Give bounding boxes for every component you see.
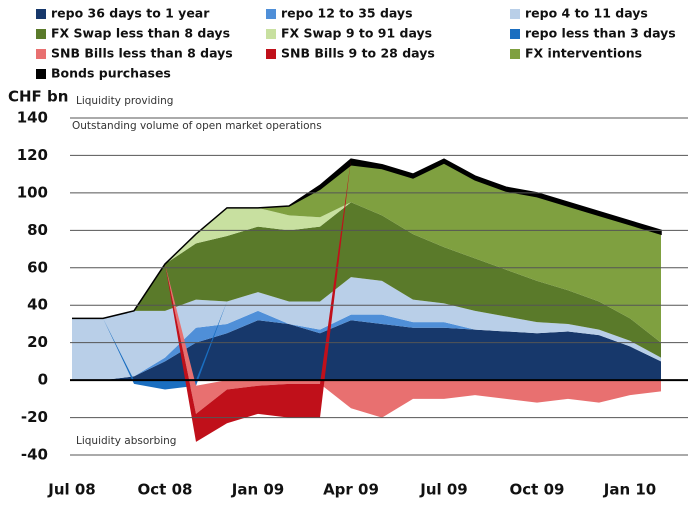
x-tick-label: Oct 09: [510, 481, 565, 499]
area: [72, 202, 661, 343]
x-tick-label: Jan 10: [603, 481, 656, 499]
area: [72, 310, 661, 381]
legend-label: repo 4 to 11 days: [525, 6, 648, 21]
x-tick-label: Jul 09: [419, 481, 468, 499]
legend-swatch: [266, 29, 276, 39]
y-tick-label: 100: [17, 183, 48, 201]
area: [72, 277, 661, 381]
area: [72, 202, 661, 358]
legend-label: FX Swap less than 8 days: [51, 26, 230, 41]
legend-label: FX interventions: [525, 46, 642, 61]
y-tick-label: 140: [17, 108, 48, 126]
area: [72, 162, 661, 343]
y-tick-label: -40: [21, 446, 48, 464]
legend-swatch: [266, 9, 276, 19]
x-tick-label: Jan 09: [231, 481, 284, 499]
y-tick-label: 40: [27, 296, 48, 314]
y-axis-label: CHF bn: [8, 88, 68, 106]
x-tick-label: Oct 08: [138, 481, 193, 499]
areas: [72, 158, 662, 442]
legend-label: SNB Bills 9 to 28 days: [281, 46, 435, 61]
y-tick-label: 80: [27, 221, 48, 239]
annotation: Liquidity providing: [76, 95, 173, 107]
annotation: Outstanding volume of open market operat…: [72, 120, 322, 132]
area: [72, 158, 662, 320]
legend-label: repo less than 3 days: [525, 26, 676, 41]
y-tick-label: -20: [21, 408, 48, 426]
annotation: Liquidity absorbing: [76, 435, 176, 447]
x-tick-label: Jul 08: [47, 481, 96, 499]
area: [72, 264, 661, 418]
legend-label: repo 36 days to 1 year: [51, 6, 210, 21]
legend-swatch: [266, 49, 276, 59]
legend-swatch: [510, 9, 520, 19]
legend-swatch: [36, 49, 46, 59]
x-tick-label: Apr 09: [323, 481, 379, 499]
y-tick-label: 20: [27, 333, 48, 351]
legend-swatch: [36, 69, 46, 79]
legend-label: repo 12 to 35 days: [281, 6, 413, 21]
legend-swatch: [36, 9, 46, 19]
y-tick-label: 60: [27, 258, 48, 276]
legend-label: Bonds purchases: [51, 66, 171, 81]
y-tick-label: 0: [38, 371, 48, 389]
y-tick-label: 120: [17, 146, 48, 164]
legend-swatch: [510, 49, 520, 59]
grid: [70, 117, 688, 456]
legend-swatch: [510, 29, 520, 39]
legend-label: FX Swap 9 to 91 days: [281, 26, 432, 41]
legend-label: SNB Bills less than 8 days: [51, 46, 233, 61]
area: [72, 320, 661, 381]
legend-swatch: [36, 29, 46, 39]
